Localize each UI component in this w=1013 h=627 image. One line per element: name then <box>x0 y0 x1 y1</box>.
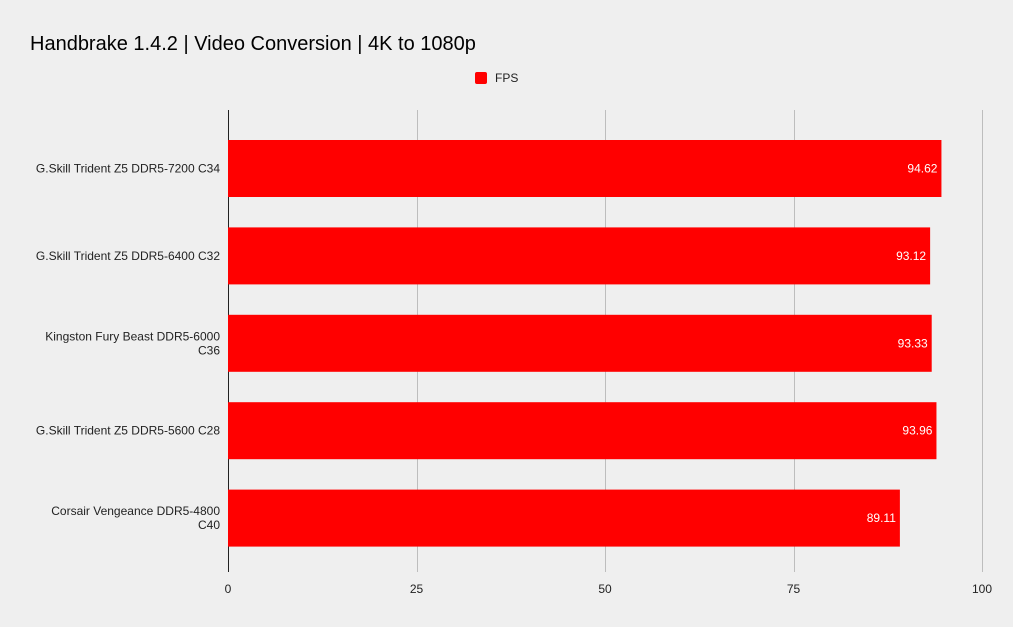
x-tick-label: 25 <box>410 582 424 596</box>
bar <box>228 314 932 372</box>
x-tick-label: 0 <box>225 582 232 596</box>
bar <box>228 140 942 197</box>
x-axis-tick-labels: 0 25 50 75 100 <box>225 582 993 596</box>
data-label: 93.12 <box>896 249 926 263</box>
data-label: 93.33 <box>898 336 928 350</box>
category-label: Kingston Fury Beast DDR5-6000 C36 <box>45 329 220 357</box>
legend-label-fps: FPS <box>495 71 518 85</box>
data-label: 89.11 <box>867 511 896 525</box>
bar <box>228 402 937 460</box>
data-label: 93.96 <box>902 424 932 438</box>
category-label: G.Skill Trident Z5 DDR5-6400 C32 <box>36 249 220 263</box>
bar <box>228 227 931 285</box>
category-label: G.Skill Trident Z5 DDR5-7200 C34 <box>36 162 220 176</box>
x-tick-label: 50 <box>598 582 612 596</box>
x-tick-label: 100 <box>972 582 992 596</box>
x-tick-label: 75 <box>787 582 801 596</box>
chart-title: Handbrake 1.4.2 | Video Conversion | 4K … <box>30 33 476 55</box>
category-label: Corsair Vengeance DDR5-4800 C40 <box>51 504 220 532</box>
bars: 94.62 93.12 93.33 93.96 89.11 <box>228 140 942 547</box>
legend-swatch-fps <box>475 72 487 84</box>
category-label: G.Skill Trident Z5 DDR5-5600 C28 <box>36 424 220 438</box>
data-label: 94.62 <box>907 162 937 176</box>
category-labels: G.Skill Trident Z5 DDR5-7200 C34 G.Skill … <box>36 162 220 533</box>
legend: FPS <box>475 71 518 85</box>
bar <box>228 489 900 547</box>
